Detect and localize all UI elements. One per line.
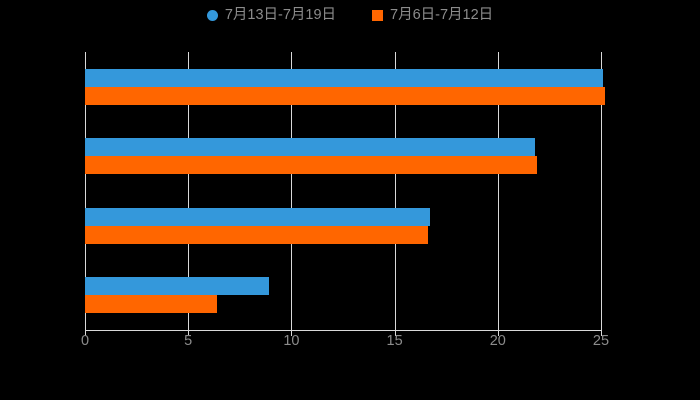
bar-series-1[interactable] — [85, 277, 269, 296]
legend-label-series-1: 7月13日-7月19日 — [224, 6, 337, 23]
bar-group — [85, 207, 601, 244]
x-axis-tick-label: 5 — [184, 333, 193, 349]
legend-label-series-2: 7月6日-7月12日 — [390, 6, 494, 23]
gridline — [497, 52, 499, 330]
bar-series-1[interactable] — [85, 68, 604, 87]
x-axis-tick-label: 10 — [283, 333, 300, 349]
gridline — [291, 52, 293, 330]
x-axis-tick-label: 20 — [489, 333, 506, 349]
legend-item-series-1[interactable]: 7月13日-7月19日 — [206, 6, 337, 23]
legend-square-marker-icon — [372, 9, 384, 21]
bar-series-2[interactable] — [85, 295, 218, 314]
bar-series-2[interactable] — [85, 225, 428, 244]
gridline — [394, 52, 396, 330]
gridline — [601, 52, 602, 330]
bar-series-2[interactable] — [85, 86, 606, 105]
legend-circle-marker-icon — [206, 9, 218, 21]
gridline — [85, 52, 86, 330]
x-axis-tick-mark — [291, 331, 293, 336]
x-axis-tick-mark — [85, 331, 86, 336]
x-axis-tick-mark — [394, 331, 396, 336]
chart-legend: 7月13日-7月19日 7月6日-7月12日 — [0, 0, 700, 30]
x-axis-tick-label: 15 — [386, 333, 403, 349]
bar-series-1[interactable] — [85, 207, 430, 226]
legend-item-series-2[interactable]: 7月6日-7月12日 — [372, 8, 493, 23]
bar-group — [85, 277, 601, 314]
bar-series-2[interactable] — [85, 156, 538, 175]
x-axis-tick-label: 25 — [592, 333, 610, 349]
x-axis-tick-mark — [188, 331, 190, 336]
plot-area — [85, 52, 606, 330]
bar-series-1[interactable] — [85, 138, 535, 157]
bar-group — [85, 68, 606, 105]
gridline — [188, 52, 190, 330]
x-axis-tick-label: 0 — [80, 333, 90, 349]
x-axis-tick-mark — [601, 331, 602, 336]
x-axis-line — [85, 330, 602, 331]
x-axis-tick-mark — [497, 331, 499, 336]
bar-group — [85, 138, 601, 175]
